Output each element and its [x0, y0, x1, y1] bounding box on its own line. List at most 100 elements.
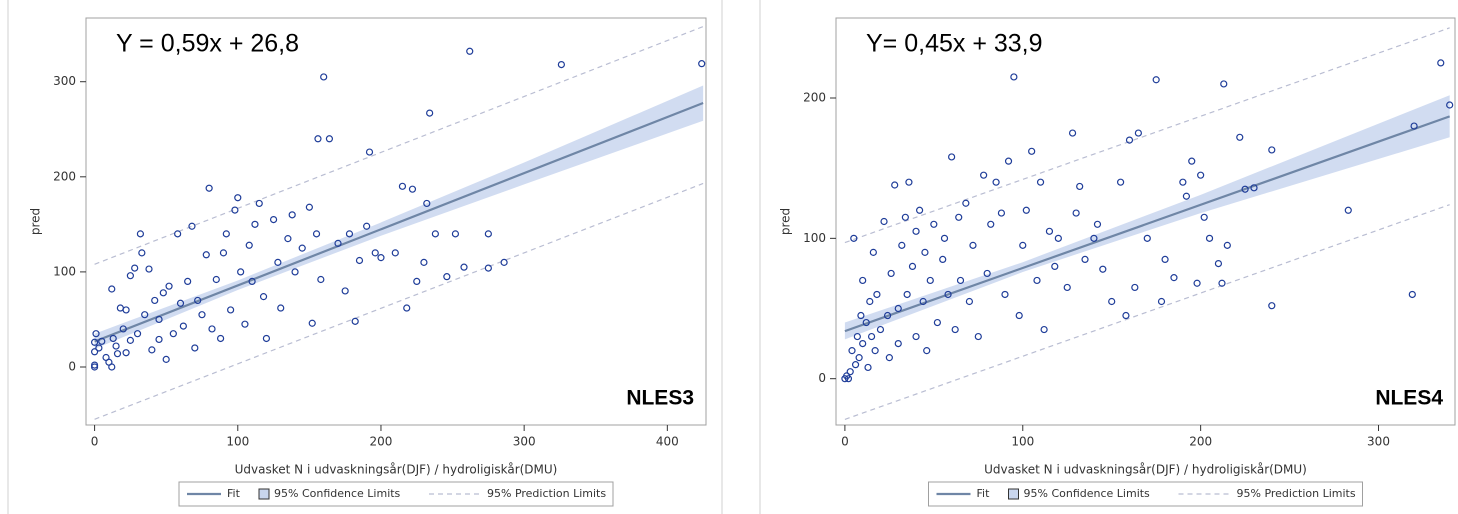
- data-point: [291, 268, 299, 276]
- data-point: [325, 135, 334, 143]
- data-point: [288, 211, 296, 219]
- data-point: [853, 332, 861, 341]
- data-point: [1036, 178, 1045, 186]
- data-point: [391, 249, 399, 257]
- data-point: [955, 213, 963, 221]
- data-point: [1015, 311, 1023, 320]
- model-label: NLES4: [1375, 387, 1443, 410]
- data-point: [1437, 59, 1445, 67]
- data-point: [365, 148, 374, 156]
- data-point: [557, 60, 565, 69]
- legend-label: 95% Confidence Limits: [1024, 487, 1151, 500]
- data-point: [202, 251, 210, 259]
- data-point: [284, 235, 292, 243]
- data-point: [188, 222, 196, 230]
- plot-layer: [90, 25, 706, 420]
- data-point: [1004, 157, 1013, 165]
- data-point: [944, 290, 952, 299]
- data-point: [859, 340, 867, 348]
- data-point: [136, 230, 145, 238]
- data-point: [165, 282, 173, 290]
- data-point: [298, 244, 306, 252]
- data-point: [1223, 241, 1231, 249]
- data-point: [92, 330, 100, 338]
- data-point: [1205, 234, 1214, 242]
- data-point: [108, 363, 116, 371]
- data-point: [855, 354, 863, 362]
- x-tick-label: 200: [370, 435, 393, 449]
- data-point: [1197, 171, 1205, 179]
- data-point: [112, 342, 120, 350]
- data-point: [141, 311, 149, 319]
- data-point: [992, 178, 1000, 186]
- data-point: [113, 350, 122, 358]
- data-point: [980, 171, 988, 179]
- data-point: [420, 258, 428, 266]
- data-point: [903, 290, 911, 299]
- data-point: [255, 199, 263, 208]
- data-point: [939, 255, 947, 263]
- data-point: [891, 181, 899, 189]
- y-tick-label: 300: [53, 74, 76, 88]
- data-point: [308, 319, 316, 327]
- plot-frame: [85, 17, 707, 426]
- data-point: [965, 297, 974, 306]
- confidence-band: [94, 85, 704, 349]
- data-point: [883, 311, 892, 320]
- data-point: [219, 249, 228, 257]
- data-point: [1099, 265, 1107, 273]
- data-point: [848, 347, 856, 355]
- data-point: [1134, 129, 1142, 137]
- data-point: [1446, 101, 1454, 109]
- data-point: [208, 325, 216, 333]
- data-point: [351, 317, 359, 325]
- data-point: [974, 332, 982, 341]
- data-point: [912, 227, 920, 235]
- data-point: [1236, 133, 1244, 141]
- data-point: [1218, 279, 1226, 287]
- data-point: [90, 361, 99, 369]
- data-point: [231, 206, 239, 214]
- data-point: [251, 220, 259, 228]
- data-point: [159, 289, 167, 297]
- data-point: [377, 254, 385, 262]
- y-tick-label: 0: [68, 359, 76, 373]
- data-point: [1125, 136, 1134, 144]
- data-point: [851, 361, 860, 369]
- data-point: [451, 230, 460, 238]
- data-point: [314, 135, 322, 143]
- data-point: [431, 230, 439, 238]
- data-point: [443, 273, 451, 281]
- data-point: [1170, 274, 1178, 282]
- data-point: [930, 220, 938, 228]
- data-point: [371, 249, 379, 257]
- x-tick-label: 0: [841, 435, 849, 449]
- data-point: [1054, 234, 1062, 242]
- data-point: [1040, 325, 1048, 334]
- data-point: [1268, 146, 1276, 154]
- data-point: [274, 258, 282, 266]
- data-point: [277, 304, 285, 312]
- data-point: [466, 47, 474, 55]
- x-axis-label: Udvasket N i udvaskningsår(DJF) / hydrol…: [235, 463, 558, 477]
- data-point: [403, 304, 411, 312]
- equation: Y = 0,59x + 26,8: [116, 30, 299, 58]
- data-point: [859, 276, 867, 285]
- data-point: [191, 344, 199, 352]
- data-point: [864, 363, 872, 372]
- data-point: [151, 296, 159, 305]
- data-point: [122, 306, 130, 314]
- model-label: NLES3: [626, 387, 694, 410]
- data-point: [1010, 73, 1018, 81]
- data-point: [194, 296, 202, 305]
- data-point: [174, 230, 182, 238]
- data-point: [1131, 283, 1139, 292]
- data-point: [234, 194, 242, 202]
- data-point: [948, 153, 956, 161]
- data-point: [212, 275, 220, 284]
- data-point: [916, 206, 924, 214]
- data-point: [245, 241, 253, 249]
- legend-box: [928, 481, 1363, 507]
- data-point: [846, 368, 854, 376]
- data-point: [222, 230, 230, 238]
